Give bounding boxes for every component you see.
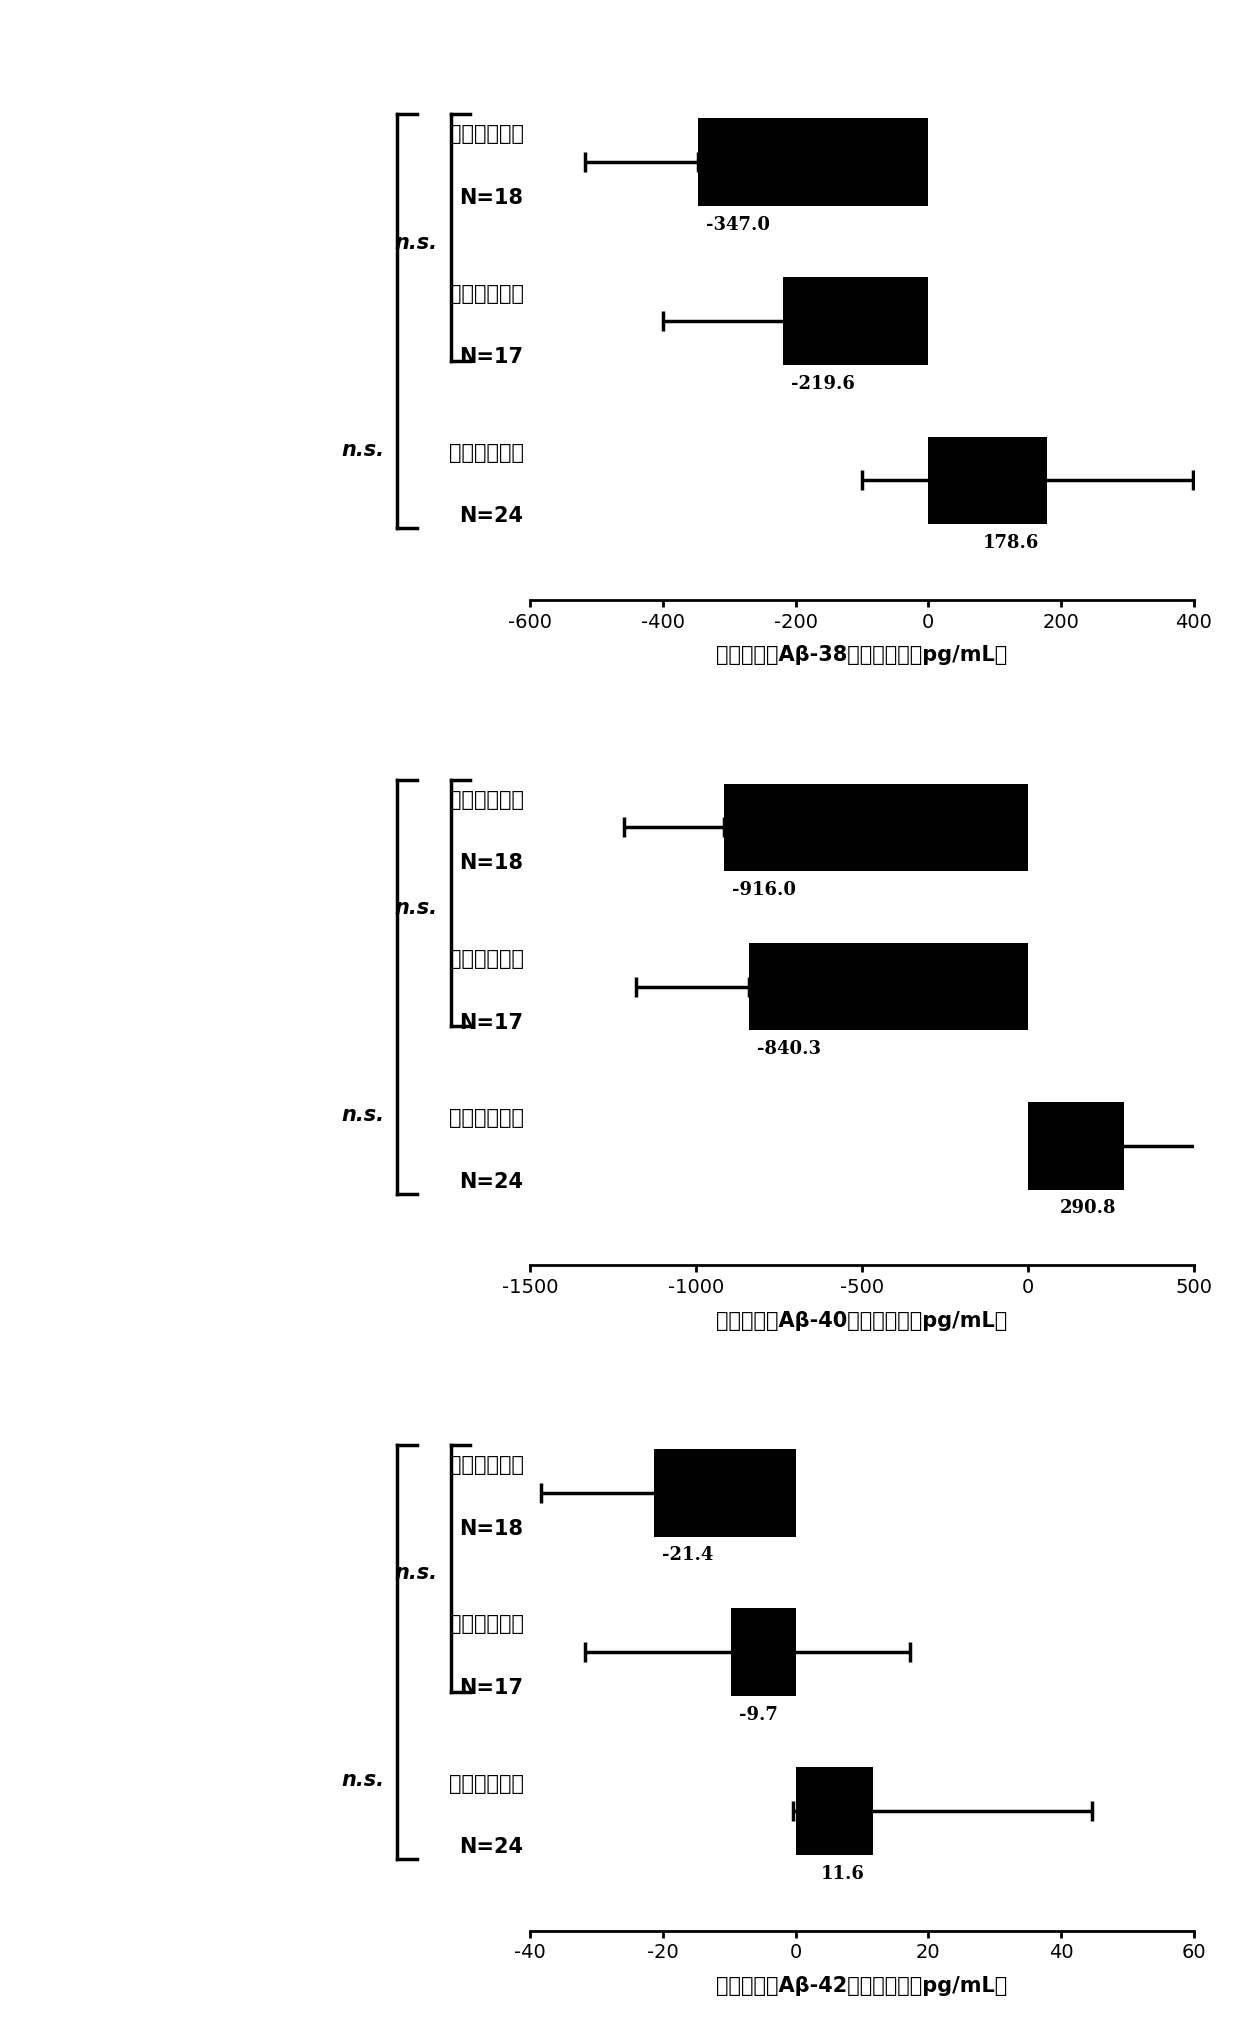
Text: -9.7: -9.7 <box>739 1705 777 1724</box>
Bar <box>732 1608 796 1695</box>
Text: N=18: N=18 <box>460 1517 523 1537</box>
Bar <box>653 1448 796 1537</box>
Text: n.s.: n.s. <box>394 898 438 918</box>
Bar <box>724 785 1028 872</box>
Text: N=24: N=24 <box>460 1171 523 1192</box>
Text: 低用量施用组: 低用量施用组 <box>449 949 523 969</box>
Bar <box>782 279 929 366</box>
Bar <box>796 1768 873 1855</box>
Text: 高用量施用组: 高用量施用组 <box>449 1772 523 1792</box>
X-axis label: 脑脊液中的Aβ-38浓度变化量（pg/mL）: 脑脊液中的Aβ-38浓度变化量（pg/mL） <box>717 645 1008 666</box>
Text: 178.6: 178.6 <box>982 534 1039 552</box>
Text: 11.6: 11.6 <box>821 1863 864 1881</box>
Text: n.s.: n.s. <box>341 1105 384 1125</box>
Text: -916.0: -916.0 <box>732 880 796 898</box>
Text: -347.0: -347.0 <box>706 216 770 233</box>
Text: N=24: N=24 <box>460 1837 523 1857</box>
Bar <box>929 437 1047 524</box>
Text: 低用量施用组: 低用量施用组 <box>449 283 523 303</box>
Text: N=17: N=17 <box>460 1012 523 1032</box>
Text: N=17: N=17 <box>460 348 523 366</box>
Text: N=17: N=17 <box>460 1677 523 1697</box>
Text: -21.4: -21.4 <box>662 1546 713 1564</box>
Text: -840.3: -840.3 <box>758 1040 821 1058</box>
Bar <box>1028 1103 1125 1190</box>
Text: n.s.: n.s. <box>394 233 438 253</box>
X-axis label: 脑脊液中的Aβ-42浓度变化量（pg/mL）: 脑脊液中的Aβ-42浓度变化量（pg/mL） <box>717 1974 1008 1995</box>
Text: N=24: N=24 <box>460 506 523 526</box>
Text: 安慰剂施用组: 安慰剂施用组 <box>449 123 523 144</box>
Text: n.s.: n.s. <box>341 1770 384 1790</box>
X-axis label: 脑脊液中的Aβ-40浓度变化量（pg/mL）: 脑脊液中的Aβ-40浓度变化量（pg/mL） <box>717 1311 1008 1331</box>
Text: N=18: N=18 <box>460 854 523 874</box>
Text: n.s.: n.s. <box>394 1562 438 1582</box>
Bar <box>749 943 1028 1032</box>
Text: n.s.: n.s. <box>341 439 384 459</box>
Text: N=18: N=18 <box>460 188 523 208</box>
Text: 安慰剂施用组: 安慰剂施用组 <box>449 1455 523 1475</box>
Text: 290.8: 290.8 <box>1060 1200 1116 1216</box>
Text: 安慰剂施用组: 安慰剂施用组 <box>449 789 523 809</box>
Text: 高用量施用组: 高用量施用组 <box>449 1107 523 1127</box>
Text: 高用量施用组: 高用量施用组 <box>449 443 523 463</box>
Bar <box>698 119 929 206</box>
Text: -219.6: -219.6 <box>791 374 854 392</box>
Text: 低用量施用组: 低用量施用组 <box>449 1614 523 1633</box>
